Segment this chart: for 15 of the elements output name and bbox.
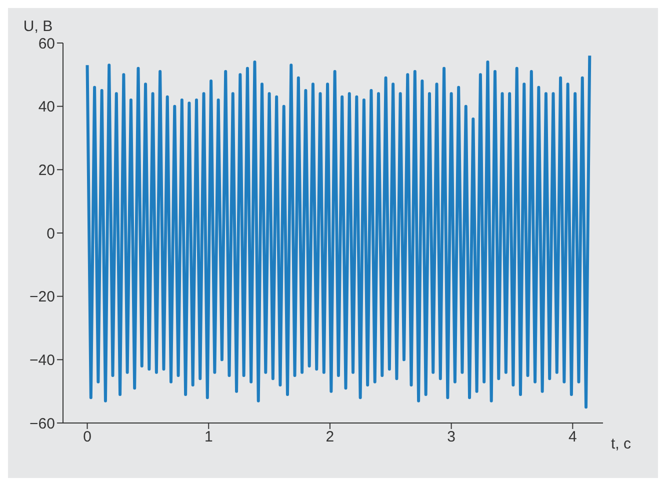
- y-tick-label: −40: [30, 352, 55, 369]
- y-tick-label: 0: [46, 225, 55, 242]
- y-tick-label: 20: [38, 162, 55, 179]
- x-axis-title: t, c: [611, 435, 632, 452]
- x-tick-label: 1: [204, 428, 213, 446]
- x-tick-label: 3: [447, 428, 456, 446]
- x-tick-label: 4: [568, 428, 577, 446]
- y-tick-label: −60: [30, 415, 55, 432]
- y-tick-label: −20: [30, 288, 55, 306]
- x-tick-label: 0: [83, 428, 92, 446]
- y-axis-title: U, B: [23, 18, 53, 35]
- x-tick-label: 2: [326, 428, 334, 446]
- y-tick-label: 60: [38, 35, 55, 52]
- line-series: [86, 54, 592, 409]
- y-tick-label: 40: [38, 98, 55, 116]
